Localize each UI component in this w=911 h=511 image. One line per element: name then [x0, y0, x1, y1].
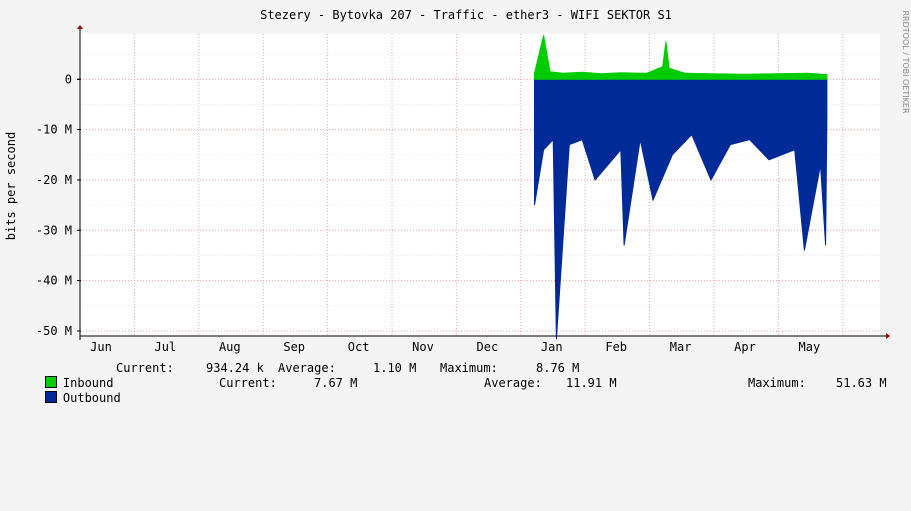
y-tick-label: 0: [65, 72, 72, 86]
inbound-maximum-label: Maximum:: [440, 361, 498, 375]
x-tick-label: Jan: [541, 340, 563, 354]
rrdtool-watermark: RRDTOOL / TOBI OETIKER: [901, 10, 910, 113]
inbound-swatch: [44, 376, 57, 388]
inbound-label: Inbound: [62, 376, 114, 390]
inbound-maximum-value: 8.76 M: [536, 361, 580, 375]
graph-frame: Stezery - Bytovka 207 - Traffic - ether3…: [4, 8, 910, 405]
chart-title: Stezery - Bytovka 207 - Traffic - ether3…: [260, 8, 672, 22]
inbound-current-value: 934.24 k: [206, 361, 264, 375]
legend-outbound-row: Outbound Current: 7.67 M Average: 11.91 …: [16, 376, 887, 511]
traffic-chart: Stezery - Bytovka 207 - Traffic - ether3…: [4, 8, 910, 354]
outbound-maximum-label: Maximum:: [748, 376, 806, 390]
y-tick-label: -20 M: [36, 173, 72, 187]
x-tick-label: Sep: [283, 340, 305, 354]
inbound-current-label: Current:: [116, 361, 174, 375]
x-tick-label: Apr: [734, 340, 756, 354]
legend-inbound-row: Inbound Current: 934.24 k Average: 1.10 …: [16, 361, 579, 496]
x-tick-label: Nov: [412, 340, 434, 354]
inbound-average-value: 1.10 M: [373, 361, 417, 375]
outbound-average-label: Average:: [484, 376, 542, 390]
inbound-area: [534, 35, 828, 80]
x-tick-label: Oct: [348, 340, 370, 354]
outbound-average-value: 11.91 M: [566, 376, 617, 390]
x-tick-label: Jul: [155, 340, 177, 354]
outbound-current-value: 7.67 M: [314, 376, 358, 390]
x-tick-label: Feb: [605, 340, 627, 354]
series-layer: [534, 35, 828, 340]
y-tick-label: -50 M: [36, 324, 72, 338]
x-tick-label: Mar: [670, 340, 692, 354]
outbound-current-label: Current:: [219, 376, 277, 390]
x-tick-label: Aug: [219, 340, 241, 354]
y-tick-label: -10 M: [36, 123, 72, 137]
y-axis-label: bits per second: [4, 132, 18, 240]
y-axis-arrow: [77, 25, 83, 29]
y-tick-label: -40 M: [36, 274, 72, 288]
outbound-label: Outbound: [62, 391, 121, 405]
x-tick-label: Dec: [477, 340, 499, 354]
x-axis-arrow: [886, 333, 890, 339]
y-tick-label: -30 M: [36, 223, 72, 237]
outbound-area: [534, 78, 828, 340]
x-tick-label: May: [799, 340, 821, 354]
outbound-swatch: [44, 391, 57, 403]
tick-labels: 0 -10 M -20 M -30 M -40 M -50 M Jun Jul Aug Sep Oc…: [36, 72, 820, 354]
inbound-average-label: Average:: [278, 361, 336, 375]
outbound-maximum-value: 51.63 M: [836, 376, 887, 390]
x-tick-label: Jun: [90, 340, 112, 354]
